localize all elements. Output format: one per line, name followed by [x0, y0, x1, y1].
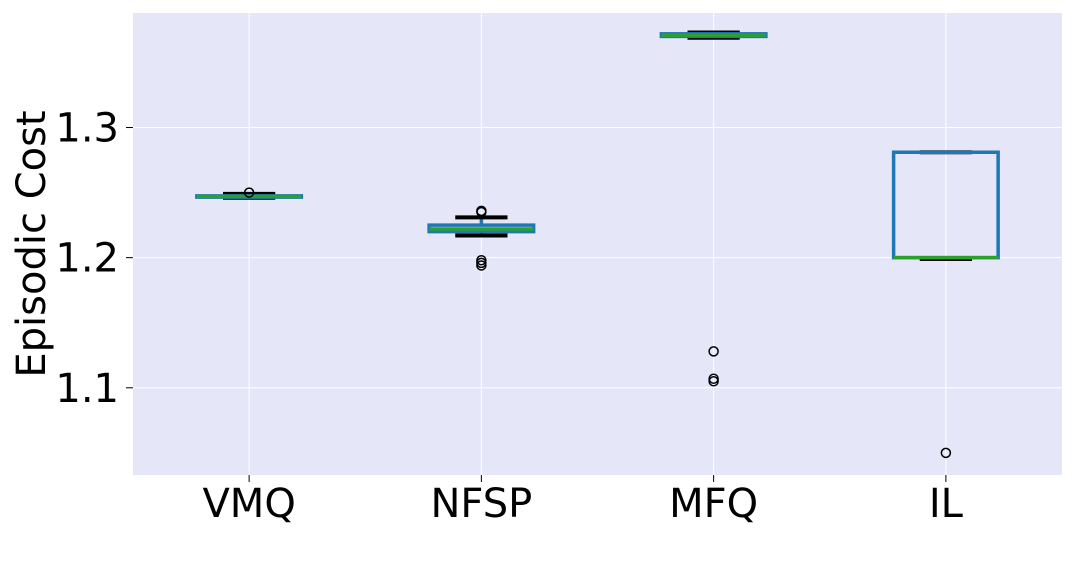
- y-axis-label: Episodic Cost: [9, 110, 55, 377]
- y-tick-label: 1.1: [55, 366, 119, 412]
- box-vmq: [195, 187, 304, 200]
- x-tick-label: NFSP: [431, 481, 533, 527]
- x-tick-label: MFQ: [669, 481, 758, 527]
- x-tick-label: IL: [929, 481, 964, 527]
- y-tick-label: 1.2: [55, 236, 119, 282]
- outlier-point: [476, 206, 487, 218]
- plot-background: [133, 13, 1062, 475]
- outlier-point: [708, 376, 719, 387]
- grid-lines: [133, 13, 1062, 475]
- box-series: [195, 30, 1000, 459]
- y-axis-ticks: 1.1 1.2 1.3: [55, 106, 133, 412]
- box-mfq: [659, 30, 768, 387]
- x-axis-ticks: VMQ NFSP MFQ IL: [202, 475, 964, 527]
- x-tick-label: VMQ: [202, 481, 295, 527]
- y-tick-label: 1.3: [55, 106, 119, 152]
- outlier-point: [243, 187, 255, 198]
- outlier-point: [476, 260, 487, 271]
- outlier-point: [708, 346, 719, 357]
- box-il: [891, 150, 1000, 459]
- box-nfsp: [427, 205, 536, 271]
- outlier-point: [940, 447, 952, 459]
